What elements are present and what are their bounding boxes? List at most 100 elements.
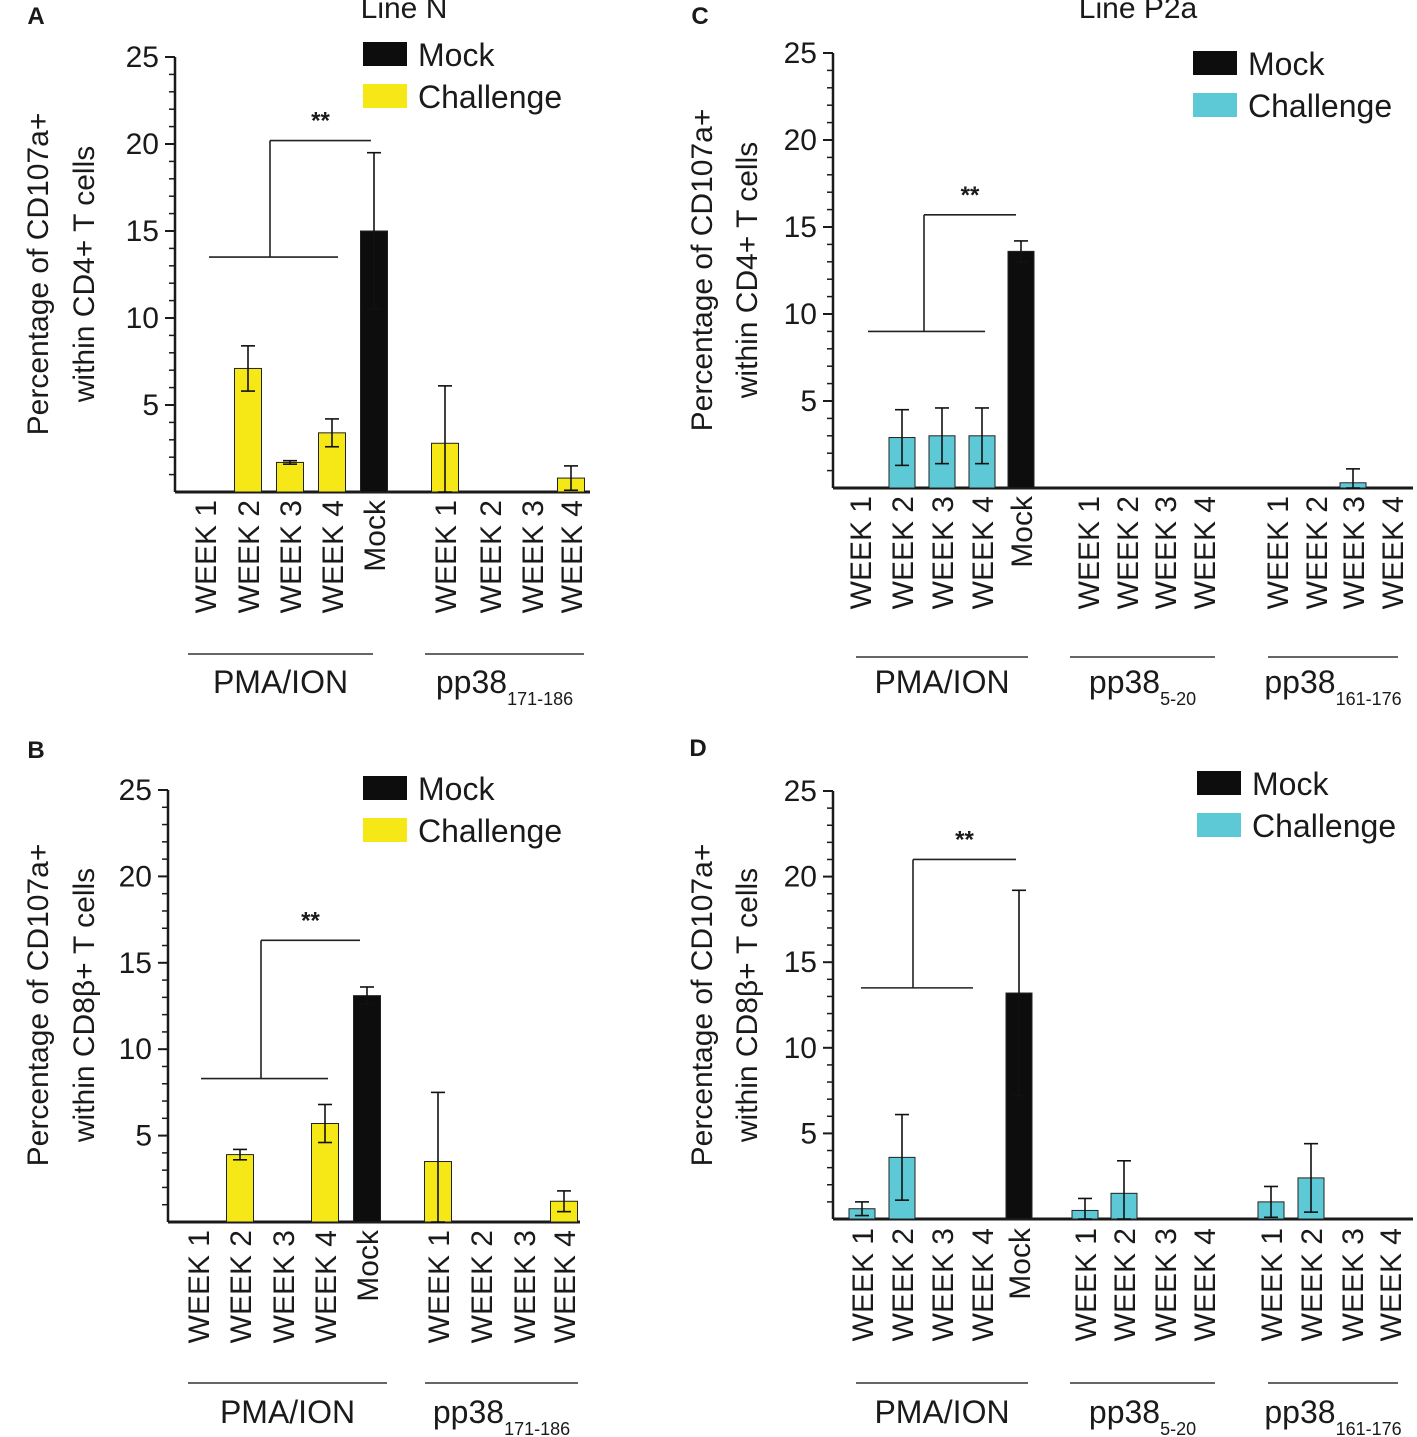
y-tick-label: 5 <box>800 1117 817 1150</box>
x-tick-label: WEEK 1 <box>190 500 223 613</box>
x-tick-label: WEEK 3 <box>927 496 960 609</box>
y-tick-label: 20 <box>126 128 159 161</box>
y-tick-label: 15 <box>784 211 817 244</box>
y-tick-label: 5 <box>142 389 159 422</box>
group-label-subscript: 171-186 <box>504 1419 570 1437</box>
y-axis-label-line1: Percentage of CD107a+ <box>686 844 719 1167</box>
y-tick-label: 25 <box>784 37 817 70</box>
group-label: pp385-20 <box>1089 1394 1196 1437</box>
y-tick-label: 20 <box>784 861 817 894</box>
x-tick-label: WEEK 2 <box>1296 1228 1329 1341</box>
group-label: pp38171-186 <box>436 664 573 709</box>
y-tick-label: 15 <box>784 946 817 979</box>
chart-title: Line P2a <box>1079 0 1198 25</box>
group-label-main: pp38 <box>1264 1394 1335 1430</box>
panel-letter: C <box>691 3 708 30</box>
x-tick-label: WEEK 4 <box>967 1228 1000 1341</box>
panel-letter: B <box>27 737 44 764</box>
legend-label-mock: Mock <box>1248 46 1325 82</box>
group-label: PMA/ION <box>874 1394 1009 1430</box>
x-tick-label: WEEK 4 <box>556 500 589 613</box>
x-tick-label: WEEK 3 <box>1337 1228 1370 1341</box>
y-axis-label-line2: within CD8β+ T cells <box>731 868 764 1143</box>
x-tick-label: WEEK 4 <box>1377 496 1410 609</box>
x-tick-label: WEEK 4 <box>549 1230 582 1343</box>
group-label: PMA/ION <box>220 1394 355 1430</box>
group-label-main: pp38 <box>1089 1394 1160 1430</box>
x-tick-label: Mock <box>359 499 392 572</box>
legend-label-mock: Mock <box>418 37 495 73</box>
bar-challenge <box>276 461 304 493</box>
legend-label-challenge: Challenge <box>1248 88 1392 124</box>
y-tick-label: 5 <box>800 385 817 418</box>
y-axis-label-line1: Percentage of CD107a+ <box>22 113 55 436</box>
x-tick-label: WEEK 3 <box>1338 496 1371 609</box>
bar-mock <box>1007 250 1035 489</box>
legend-label-challenge: Challenge <box>418 813 562 849</box>
x-tick-label: WEEK 3 <box>927 1228 960 1341</box>
group-label-main: PMA/ION <box>220 1394 355 1430</box>
y-axis-label-line2: within CD8β+ T cells <box>68 868 101 1143</box>
x-tick-label: WEEK 2 <box>1109 1228 1142 1341</box>
group-label: pp38161-176 <box>1264 664 1401 709</box>
x-tick-label: WEEK 1 <box>845 496 878 609</box>
significance-label: ** <box>961 182 980 209</box>
chart-panel-c: C Line P2a Percentage of CD107a+ within CD4… <box>686 0 1413 709</box>
y-tick-label: 10 <box>784 298 817 331</box>
legend-swatch-mock <box>1197 771 1241 795</box>
group-label: pp38171-186 <box>433 1394 570 1437</box>
x-tick-label: WEEK 2 <box>475 500 508 613</box>
x-tick-label: WEEK 3 <box>1150 496 1183 609</box>
panel-letter: A <box>27 3 44 30</box>
x-tick-label: WEEK 1 <box>1073 496 1106 609</box>
group-label-subscript: 5-20 <box>1160 689 1196 709</box>
legend-swatch-challenge <box>363 818 407 842</box>
x-tick-label: Mock <box>1006 495 1039 568</box>
x-tick-label: WEEK 2 <box>1301 496 1334 609</box>
group-label-subscript: 5-20 <box>1160 1419 1196 1437</box>
bar-mock <box>353 995 381 1223</box>
legend-swatch-challenge <box>363 84 407 108</box>
group-label: PMA/ION <box>874 664 1009 700</box>
group-label-subscript: 161-176 <box>1336 1419 1402 1437</box>
y-axis-label-line2: within CD4+ T cells <box>731 142 764 400</box>
x-tick-label: WEEK 1 <box>1262 496 1295 609</box>
y-tick-label: 25 <box>126 41 159 74</box>
legend-swatch-mock <box>363 776 407 800</box>
y-tick-label: 20 <box>119 860 152 893</box>
legend-label-challenge: Challenge <box>1252 808 1396 844</box>
x-tick-label: WEEK 2 <box>233 500 266 613</box>
y-tick-label: 20 <box>784 124 817 157</box>
significance-label: ** <box>301 907 320 934</box>
x-tick-label: Mock <box>1004 1227 1037 1300</box>
group-label-main: PMA/ION <box>874 1394 1009 1430</box>
legend-label-mock: Mock <box>1252 766 1329 802</box>
group-label-main: pp38 <box>433 1394 504 1430</box>
x-tick-label: WEEK 2 <box>466 1230 499 1343</box>
group-label-main: PMA/ION <box>213 664 348 700</box>
x-tick-label: WEEK 1 <box>1256 1228 1289 1341</box>
legend-swatch-mock <box>1193 51 1237 75</box>
bar-challenge <box>226 1154 254 1223</box>
group-label: PMA/ION <box>213 664 348 700</box>
chart-panel-b: B Percentage of CD107a+ within CD8β+ T cel… <box>22 737 582 1437</box>
x-tick-label: WEEK 3 <box>509 1230 542 1343</box>
x-tick-label: WEEK 3 <box>1150 1228 1183 1341</box>
chart-title: Line N <box>361 0 448 25</box>
y-tick-label: 15 <box>126 215 159 248</box>
legend-swatch-challenge <box>1197 813 1241 837</box>
x-tick-label: WEEK 2 <box>1112 496 1145 609</box>
y-tick-label: 15 <box>119 947 152 980</box>
y-axis-label-line1: Percentage of CD107a+ <box>22 844 55 1167</box>
x-tick-label: Mock <box>352 1229 385 1302</box>
group-label-main: pp38 <box>1089 664 1160 700</box>
y-tick-label: 10 <box>126 302 159 335</box>
x-tick-label: WEEK 1 <box>1070 1228 1103 1341</box>
group-label: pp38161-176 <box>1264 1394 1401 1437</box>
x-tick-label: WEEK 2 <box>887 1228 920 1341</box>
group-label-main: pp38 <box>436 664 507 700</box>
y-axis-label-line1: Percentage of CD107a+ <box>686 109 719 432</box>
x-tick-label: WEEK 1 <box>423 1230 456 1343</box>
x-tick-label: WEEK 1 <box>847 1228 880 1341</box>
